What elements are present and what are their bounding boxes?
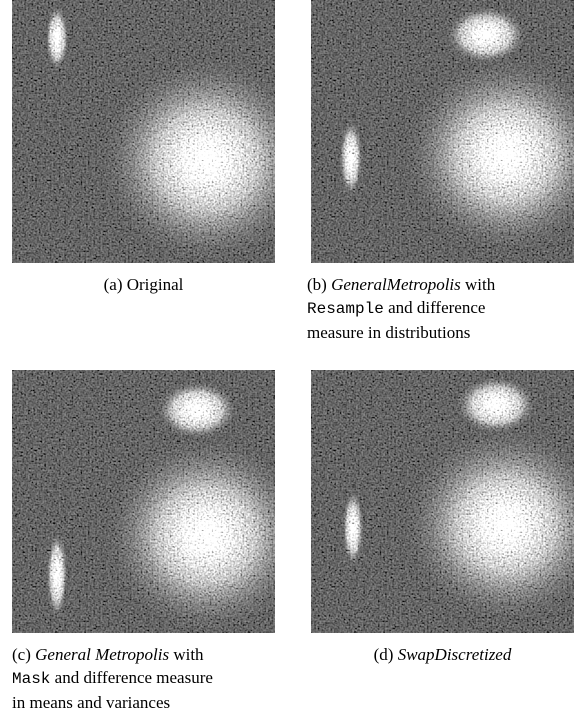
- caption: (d) SwapDiscretized: [311, 643, 574, 666]
- caption-line: (c) General Metropolis with: [12, 643, 292, 666]
- caption: (a) Original: [12, 273, 275, 296]
- caption-text: SwapDiscretized: [398, 645, 512, 664]
- caption-text: (b): [307, 275, 331, 294]
- image-a: [12, 0, 275, 263]
- figure: (a) Original (b) GeneralMetropolis withR…: [0, 0, 577, 712]
- caption-line: in means and variances: [12, 691, 292, 714]
- caption-text: and difference measure: [50, 668, 213, 687]
- caption-text: GeneralMetropolis: [331, 275, 461, 294]
- caption-text: (c): [12, 645, 35, 664]
- caption-text: Resample: [307, 300, 384, 318]
- image-c: [12, 370, 275, 633]
- image-b: [311, 0, 574, 263]
- caption-text: with: [461, 275, 495, 294]
- caption-text: measure in distributions: [307, 323, 470, 342]
- caption-text: (a) Original: [104, 275, 184, 294]
- caption-line: Mask and difference measure: [12, 666, 292, 691]
- caption-text: in means and variances: [12, 693, 170, 712]
- caption-line: measure in distributions: [307, 321, 575, 344]
- caption-line: (a) Original: [12, 273, 275, 296]
- caption-line: (d) SwapDiscretized: [311, 643, 574, 666]
- caption-text: and difference: [384, 298, 486, 317]
- caption-text: Mask: [12, 670, 50, 688]
- image-d: [311, 370, 574, 633]
- caption-line: (b) GeneralMetropolis with: [307, 273, 575, 296]
- caption-text: (d): [374, 645, 398, 664]
- caption-text: General Metropolis: [35, 645, 169, 664]
- caption-text: with: [169, 645, 203, 664]
- caption-line: Resample and difference: [307, 296, 575, 321]
